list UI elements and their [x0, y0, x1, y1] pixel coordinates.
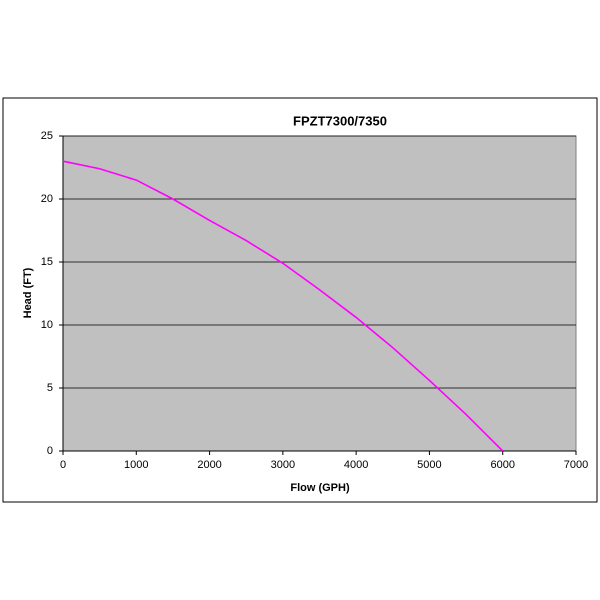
y-tick-label: 10	[41, 319, 53, 331]
x-axis-label: Flow (GPH)	[290, 482, 350, 494]
y-tick-label: 15	[41, 256, 53, 268]
x-tick-label: 0	[60, 459, 66, 471]
plot-area	[62, 135, 577, 452]
data-line	[62, 160, 504, 452]
y-tick-label: 25	[41, 130, 53, 142]
x-tick-label: 6000	[490, 459, 514, 471]
x-tick-label: 7000	[564, 459, 588, 471]
chart-title: FPZT7300/7350	[293, 113, 387, 128]
x-tick-label: 4000	[344, 459, 368, 471]
y-tick-label: 0	[47, 445, 53, 457]
x-tick-label: 5000	[417, 459, 441, 471]
x-tick-label: 3000	[271, 459, 295, 471]
x-tick-label: 1000	[124, 459, 148, 471]
y-tick-label: 20	[41, 193, 53, 205]
x-tick-label: 2000	[197, 459, 221, 471]
y-tick-label: 5	[47, 382, 53, 394]
y-axis-label: Head (FT)	[22, 267, 34, 318]
